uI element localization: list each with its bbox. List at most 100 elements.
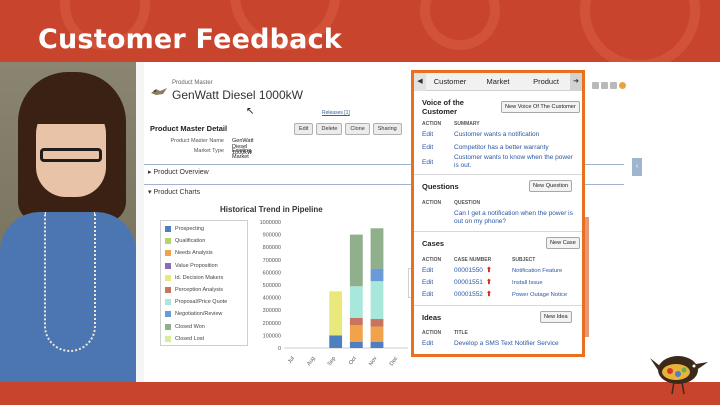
ideas-divider xyxy=(414,305,582,306)
bar-segment xyxy=(329,291,343,336)
legend-swatch xyxy=(165,299,171,306)
x-tick-label: Jul xyxy=(287,356,296,365)
y-tick-label: 600000 xyxy=(263,270,281,276)
section-product-charts[interactable]: ▾ Product Charts xyxy=(144,184,624,196)
case-number-link[interactable]: 00001550 xyxy=(454,267,483,274)
section-product-overview[interactable]: ▸ Product Overview xyxy=(144,164,624,176)
bar-segment xyxy=(349,317,363,326)
voice-summary-link[interactable]: Competitor has a better warranty xyxy=(454,144,549,151)
tab-customer[interactable]: Customer xyxy=(433,77,467,86)
case-subject-link[interactable]: Power Outage Notice xyxy=(512,292,568,298)
bar-segment xyxy=(349,325,363,342)
detail-buttons: Edit Delete Clone Sharing xyxy=(294,123,402,135)
y-tick-label: 500000 xyxy=(263,283,281,289)
bar-segment xyxy=(370,228,384,269)
left-arrow-icon[interactable]: ◀ xyxy=(414,73,426,91)
x-tick-label: Dec xyxy=(389,356,400,368)
field-label: Product Master Name xyxy=(170,138,225,144)
feedback-panel: ◀ Customer Market Product ➜ Voice of the… xyxy=(411,70,585,357)
help-icon[interactable] xyxy=(619,82,626,89)
case-subject-link[interactable]: Install Issue xyxy=(512,280,543,286)
tab-market[interactable]: Market xyxy=(486,77,510,86)
case-subject-link[interactable]: Notification Feature xyxy=(512,268,563,274)
voice-edit-link[interactable]: Edit xyxy=(422,131,434,138)
legend-label: Closed Won xyxy=(175,323,205,330)
bottom-strip xyxy=(0,382,720,405)
questions-divider xyxy=(414,174,582,175)
sidebar-toggle[interactable]: ‹ xyxy=(632,158,642,176)
red-flag-icon: ⬆ xyxy=(486,267,492,274)
question-link[interactable]: Can I get a notification when the power … xyxy=(454,210,573,225)
case-number-link[interactable]: 00001552 xyxy=(454,291,483,298)
voice-summary-link[interactable]: Customer wants a notification xyxy=(454,131,540,138)
legend-swatch xyxy=(165,287,171,294)
new-voice-button[interactable]: New Voice Of The Customer xyxy=(501,101,580,113)
print-icon[interactable] xyxy=(610,82,617,89)
voice-heading: Voice of the Customer xyxy=(422,98,464,116)
legend-label: Perception Analysis xyxy=(175,287,223,294)
collapse-triangle-icon: ▾ xyxy=(148,189,152,196)
photo-necklace xyxy=(44,212,96,352)
case-edit-link[interactable]: Edit xyxy=(422,279,434,286)
field-value: Existing Market xyxy=(232,148,252,160)
swirl-decoration xyxy=(580,0,700,70)
right-arrow-icon[interactable]: ➜ xyxy=(570,73,582,91)
col-question: QUESTION xyxy=(454,200,481,206)
idea-edit-link[interactable]: Edit xyxy=(422,340,434,347)
legend-label: Qualification xyxy=(175,238,206,245)
case-edit-link[interactable]: Edit xyxy=(422,267,434,274)
edit-button[interactable]: Edit xyxy=(294,123,314,135)
bar-segment xyxy=(370,268,384,282)
idea-title-link[interactable]: Develop a SMS Text Notifier Service xyxy=(454,340,559,347)
legend-swatch xyxy=(165,311,171,318)
voice-heading-line2: Customer xyxy=(422,107,458,116)
new-question-button[interactable]: New Question xyxy=(529,180,573,192)
y-tick-label: 0 xyxy=(278,346,281,352)
y-tick-label: 800000 xyxy=(263,245,281,251)
content-area: Product Master GenWatt Diesel 1000kW ↖ R… xyxy=(0,62,720,382)
record-type-label: Product Master xyxy=(172,80,213,86)
edit-layout-icon[interactable] xyxy=(592,82,599,89)
tab-product[interactable]: Product xyxy=(533,77,559,86)
col-action: ACTION xyxy=(422,121,442,127)
legend-label: Value Proposition xyxy=(175,262,218,269)
voice-edit-link[interactable]: Edit xyxy=(422,144,434,151)
releases-link[interactable]: Releases [1] xyxy=(322,110,350,116)
voice-edit-link[interactable]: Edit xyxy=(422,159,434,166)
legend-swatch xyxy=(165,262,171,269)
bar-segment xyxy=(329,335,343,348)
delete-button[interactable]: Delete xyxy=(316,123,343,135)
col-action: ACTION xyxy=(422,330,442,336)
expand-triangle-icon: ▸ xyxy=(148,169,152,176)
customize-icon[interactable] xyxy=(601,82,608,89)
page-tools xyxy=(592,82,626,89)
sharing-button[interactable]: Sharing xyxy=(372,123,402,135)
bar-segment xyxy=(370,341,384,348)
case-number-link[interactable]: 00001551 xyxy=(454,279,483,286)
voice-summary-link[interactable]: Customer wants to know when the power is… xyxy=(454,154,573,169)
section-label: Product Overview xyxy=(153,169,209,176)
y-tick-label: 300000 xyxy=(263,308,281,314)
red-flag-icon: ⬆ xyxy=(486,291,492,298)
legend-item: Closed Lost xyxy=(165,333,243,345)
new-case-button[interactable]: New Case xyxy=(546,237,580,249)
legend-item: Proposal/Price Quote xyxy=(165,296,243,308)
legend-item: Perception Analysis xyxy=(165,284,243,296)
cases-divider xyxy=(414,231,582,232)
new-idea-button[interactable]: New Idea xyxy=(540,311,572,323)
legend-item: Value Proposition xyxy=(165,260,243,272)
legend-swatch xyxy=(165,274,171,281)
detail-heading: Product Master Detail xyxy=(150,124,228,133)
y-tick-label: 200000 xyxy=(263,321,281,327)
y-tick-label: 100000 xyxy=(263,333,281,339)
product-master-icon xyxy=(151,88,167,95)
section-label: Product Charts xyxy=(153,189,201,196)
clone-button[interactable]: Clone xyxy=(345,123,370,135)
legend-label: Needs Analysis xyxy=(175,250,213,257)
photo-bangs xyxy=(30,92,114,124)
legend-item: Needs Analysis xyxy=(165,247,243,259)
chart-title: Historical Trend in Pipeline xyxy=(220,205,323,214)
x-tick-label: Sep xyxy=(327,356,338,367)
case-edit-link[interactable]: Edit xyxy=(422,291,434,298)
